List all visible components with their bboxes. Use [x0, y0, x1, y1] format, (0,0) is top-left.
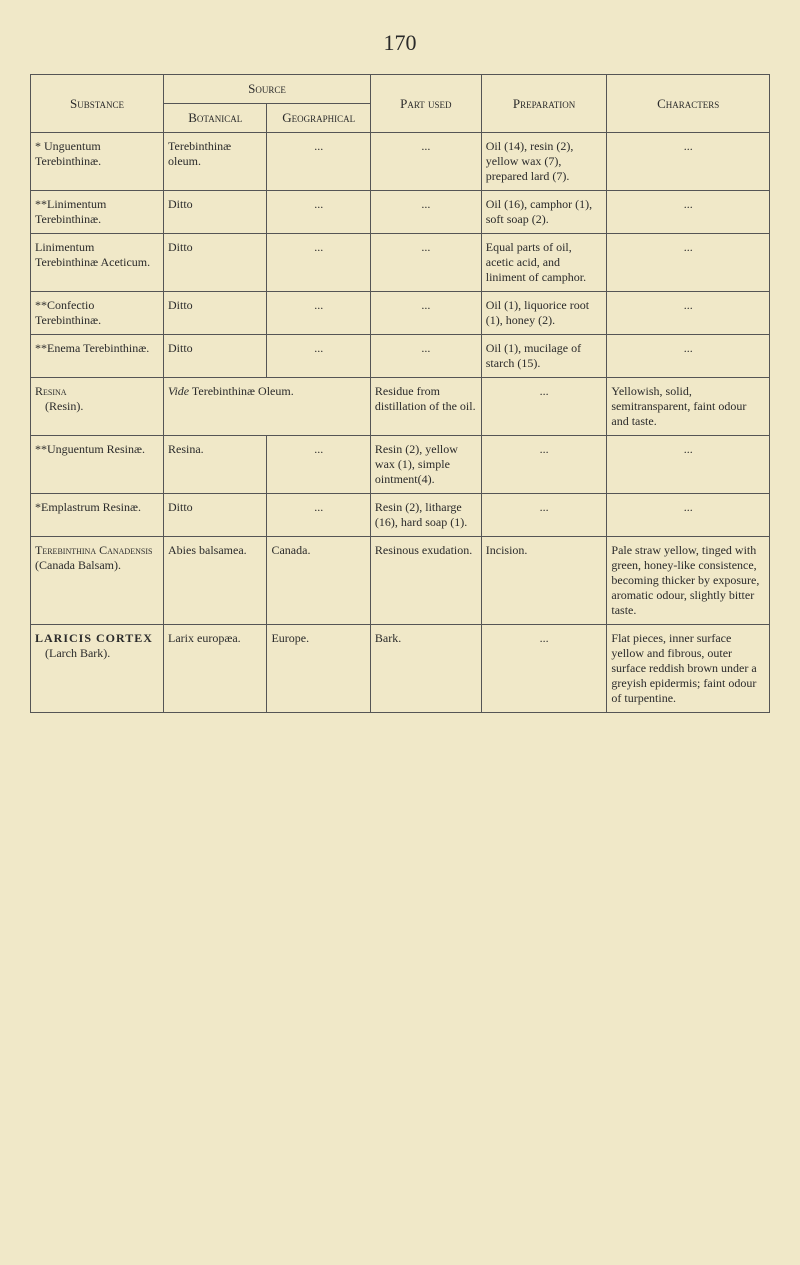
cell-part-used: Resin (2), litharge (16), hard soap (1). — [370, 494, 481, 537]
cell-botanical: Larix europæa. — [164, 625, 267, 713]
cell-preparation: Incision. — [481, 537, 607, 625]
cell-botanical-span: Vide Terebinthinæ Oleum. — [164, 378, 371, 436]
header-botanical: Botanical — [164, 104, 267, 133]
table-header-row-1: Substance Source Part used Preparation C… — [31, 75, 770, 104]
cell-part-used: ... — [370, 191, 481, 234]
cell-part-used: ... — [370, 133, 481, 191]
vide-italic: Vide — [168, 384, 189, 398]
cell-characters: Flat pieces, inner surface yellow and fi… — [607, 625, 770, 713]
cell-substance: **Unguentum Resinæ. — [31, 436, 164, 494]
cell-preparation: Oil (16), camphor (1), soft soap (2). — [481, 191, 607, 234]
cell-substance: **Confectio Terebinthinæ. — [31, 292, 164, 335]
cell-geographical: Canada. — [267, 537, 370, 625]
cell-characters: ... — [607, 436, 770, 494]
cell-characters: ... — [607, 292, 770, 335]
table-row: Linimentum Terebinthinæ Aceticum. Ditto … — [31, 234, 770, 292]
cell-botanical: Terebinthinæ oleum. — [164, 133, 267, 191]
cell-botanical: Ditto — [164, 234, 267, 292]
cell-geographical: ... — [267, 335, 370, 378]
table-row: Terebinthina Canadensis (Canada Balsam).… — [31, 537, 770, 625]
cell-part-used: ... — [370, 335, 481, 378]
cell-botanical: Ditto — [164, 292, 267, 335]
table-row: **Unguentum Resinæ. Resina. ... Resin (2… — [31, 436, 770, 494]
substance-sub: (Larch Bark). — [35, 646, 159, 661]
substance-name-bold: LARICIS CORTEX — [35, 631, 153, 645]
table-row: **Confectio Terebinthinæ. Ditto ... ... … — [31, 292, 770, 335]
cell-botanical: Ditto — [164, 191, 267, 234]
cell-preparation: ... — [481, 625, 607, 713]
header-substance: Substance — [31, 75, 164, 133]
cell-geographical: ... — [267, 133, 370, 191]
cell-characters: ... — [607, 234, 770, 292]
cell-characters: ... — [607, 335, 770, 378]
cell-characters: ... — [607, 133, 770, 191]
header-characters: Characters — [607, 75, 770, 133]
pharmaceutical-table: Substance Source Part used Preparation C… — [30, 74, 770, 713]
cell-geographical: ... — [267, 292, 370, 335]
page-container: 170 Substance Source Part used Preparati… — [0, 0, 800, 753]
cell-geographical: Europe. — [267, 625, 370, 713]
substance-sub: (Resin). — [35, 399, 159, 414]
cell-geographical: ... — [267, 191, 370, 234]
cell-part-used: ... — [370, 292, 481, 335]
cell-part-used: ... — [370, 234, 481, 292]
cell-preparation: ... — [481, 494, 607, 537]
table-row: **Enema Terebinthinæ. Ditto ... ... Oil … — [31, 335, 770, 378]
cell-botanical: Abies balsamea. — [164, 537, 267, 625]
cell-preparation: Equal parts of oil, acetic acid, and lin… — [481, 234, 607, 292]
cell-substance: LARICIS CORTEX (Larch Bark). — [31, 625, 164, 713]
cell-substance: Linimentum Terebinthinæ Aceticum. — [31, 234, 164, 292]
cell-preparation: Oil (1), liquorice root (1), honey (2). — [481, 292, 607, 335]
cell-characters: ... — [607, 191, 770, 234]
table-row: Resina (Resin). Vide Terebinthinæ Oleum.… — [31, 378, 770, 436]
table-row: LARICIS CORTEX (Larch Bark). Larix europ… — [31, 625, 770, 713]
cell-characters: ... — [607, 494, 770, 537]
cell-geographical: ... — [267, 436, 370, 494]
cell-substance: *Emplastrum Resinæ. — [31, 494, 164, 537]
cell-characters: Pale straw yellow, tinged with green, ho… — [607, 537, 770, 625]
table-row: * Unguentum Terebinthinæ. Terebinthinæ o… — [31, 133, 770, 191]
cell-substance: Terebinthina Canadensis (Canada Balsam). — [31, 537, 164, 625]
cell-preparation: ... — [481, 436, 607, 494]
cell-part-used: Bark. — [370, 625, 481, 713]
cell-geographical: ... — [267, 234, 370, 292]
table-row: **Linimentum Terebinthinæ. Ditto ... ...… — [31, 191, 770, 234]
substance-name: Terebinthina Canadensis — [35, 543, 152, 557]
cell-substance: **Enema Terebinthinæ. — [31, 335, 164, 378]
cell-substance: * Unguentum Terebinthinæ. — [31, 133, 164, 191]
header-preparation: Preparation — [481, 75, 607, 133]
cell-part-used: Resinous exudation. — [370, 537, 481, 625]
cell-preparation: Oil (1), mucilage of starch (15). — [481, 335, 607, 378]
table-row: *Emplastrum Resinæ. Ditto ... Resin (2),… — [31, 494, 770, 537]
cell-substance: **Linimentum Terebinthinæ. — [31, 191, 164, 234]
cell-part-used: Resin (2), yellow wax (1), simple ointme… — [370, 436, 481, 494]
substance-sub: (Canada Balsam). — [35, 558, 159, 573]
page-number: 170 — [30, 30, 770, 56]
botanical-rest: Terebinthinæ Oleum. — [189, 384, 294, 398]
cell-geographical: ... — [267, 494, 370, 537]
header-geographical: Geographical — [267, 104, 370, 133]
cell-part-used: Residue from distillation of the oil. — [370, 378, 481, 436]
cell-botanical: Ditto — [164, 335, 267, 378]
cell-botanical: Resina. — [164, 436, 267, 494]
cell-preparation: Oil (14), resin (2), yellow wax (7), pre… — [481, 133, 607, 191]
substance-name: Resina — [35, 384, 67, 398]
header-part-used: Part used — [370, 75, 481, 133]
cell-botanical: Ditto — [164, 494, 267, 537]
cell-characters: Yellowish, solid, semitransparent, faint… — [607, 378, 770, 436]
cell-substance: Resina (Resin). — [31, 378, 164, 436]
cell-preparation: ... — [481, 378, 607, 436]
header-source: Source — [164, 75, 371, 104]
